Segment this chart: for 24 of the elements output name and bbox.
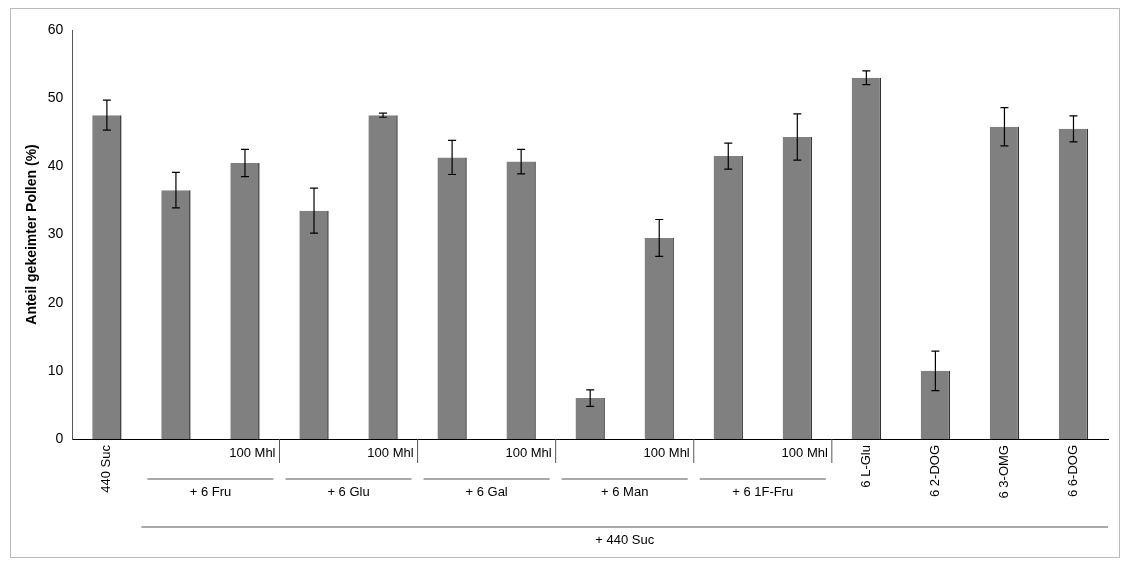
- y-tick-label: 0: [55, 429, 64, 446]
- x-tick-label: 6 6-DOG: [1065, 445, 1081, 498]
- text: + 6 Gal: [465, 484, 508, 500]
- x-tick-label: 100 Mhl: [781, 444, 828, 460]
- text: + 6 1F-Fru: [732, 484, 794, 500]
- y-tick-label: 30: [47, 225, 64, 242]
- x-tick-label: 6 3-OMG: [996, 445, 1012, 499]
- text: + 440 Suc: [595, 532, 655, 548]
- y-tick-label: 10: [47, 361, 64, 378]
- text: + 6 Fru: [189, 484, 232, 500]
- x-tick-label: 440 Suc: [98, 444, 114, 493]
- y-tick-label: 60: [47, 20, 64, 37]
- x-tick-label: 100 Mhl: [643, 444, 690, 460]
- y-axis-title: Anteil gekeimter Pollen (%): [23, 144, 40, 325]
- text: + 6 Glu: [327, 484, 370, 500]
- x-tick-label: 6 2-DOG: [926, 445, 942, 498]
- y-tick-label: 20: [47, 293, 64, 310]
- y-tick-label: 40: [47, 157, 64, 174]
- x-tick-label: 100 Mhl: [505, 444, 552, 460]
- x-tick-label: 6 L-Glu: [857, 445, 873, 488]
- x-tick-label: 100 Mhl: [367, 444, 414, 460]
- text: + 6 Man: [601, 484, 649, 500]
- y-tick-label: 50: [47, 89, 64, 106]
- x-tick-label: 100 Mhl: [229, 444, 276, 460]
